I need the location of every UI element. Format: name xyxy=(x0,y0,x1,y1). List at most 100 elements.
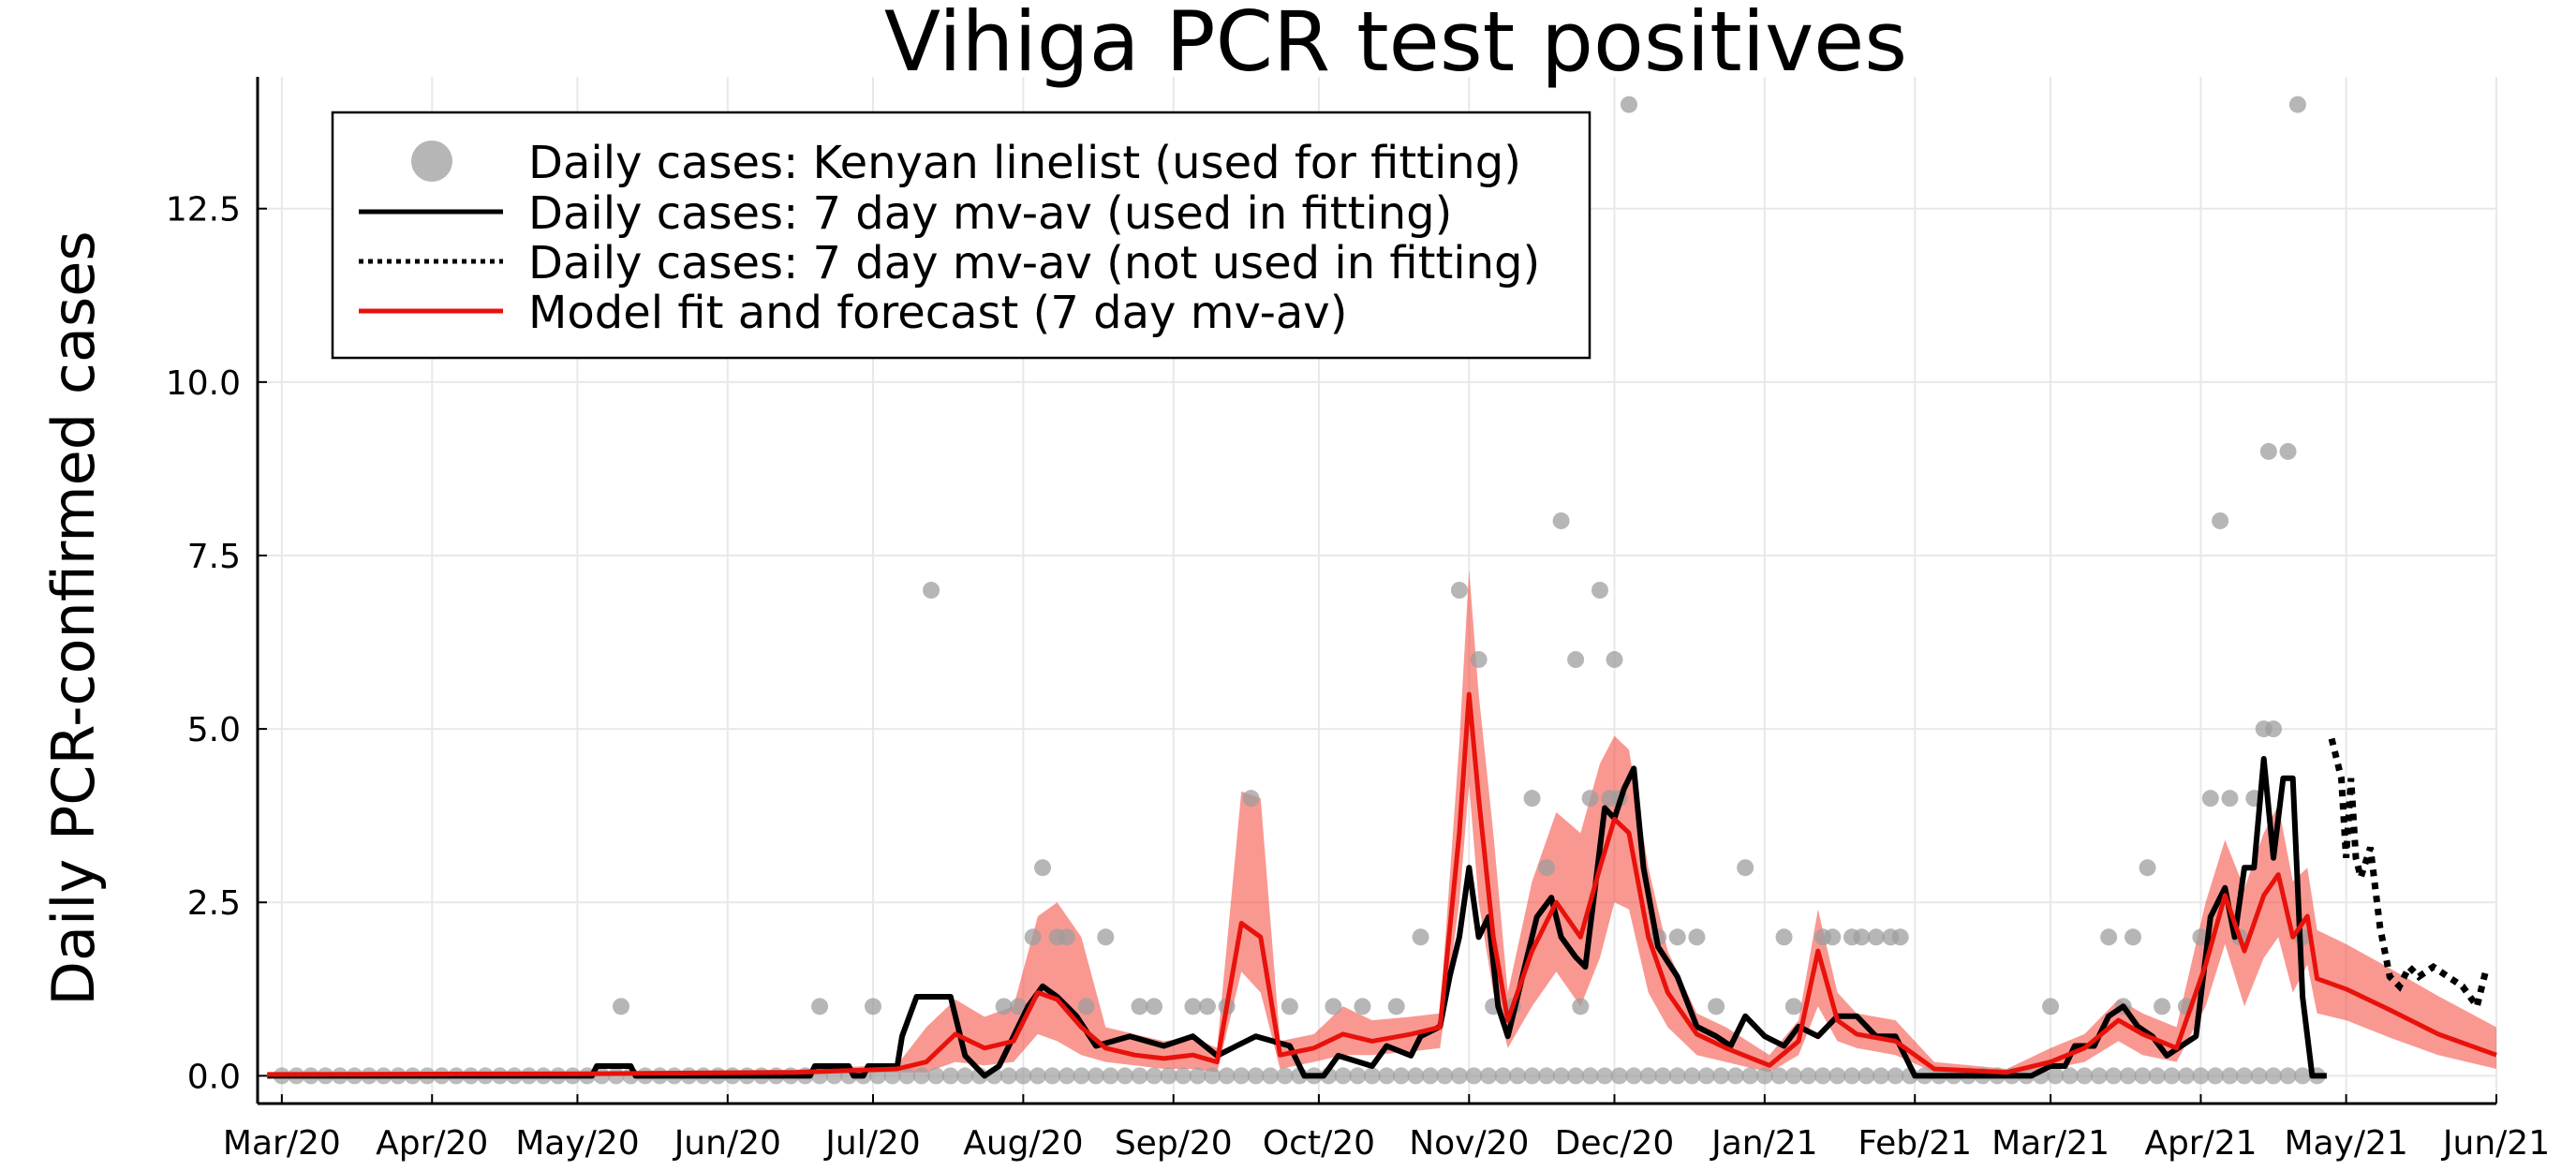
case-point xyxy=(1567,651,1585,669)
y-tick-label: 2.5 xyxy=(187,884,241,923)
y-axis-label: Daily PCR-confirmed cases xyxy=(39,230,108,1005)
case-point xyxy=(2042,998,2060,1015)
case-point xyxy=(1668,928,1686,946)
case-point xyxy=(1281,998,1298,1015)
x-tick-label: May/21 xyxy=(2284,1124,2407,1163)
case-point-zero xyxy=(2119,1067,2137,1085)
x-tick-label: Apr/21 xyxy=(2144,1124,2257,1163)
case-point xyxy=(1077,998,1095,1015)
case-point xyxy=(1708,998,1725,1015)
case-point-zero xyxy=(1436,1067,1454,1085)
case-point-zero xyxy=(1784,1067,1802,1085)
case-point-zero xyxy=(1218,1067,1236,1085)
case-point-zero xyxy=(1029,1067,1046,1085)
case-point xyxy=(1412,928,1429,946)
case-point-zero xyxy=(2061,1067,2079,1085)
case-point xyxy=(1523,790,1541,808)
case-point-zero xyxy=(1058,1067,1075,1085)
case-point xyxy=(1606,651,1623,669)
case-point-zero xyxy=(912,1067,930,1085)
case-point-zero xyxy=(2148,1067,2166,1085)
case-point xyxy=(1325,998,1342,1015)
case-point-zero xyxy=(1581,1067,1599,1085)
case-point xyxy=(1131,998,1148,1015)
legend-box xyxy=(331,111,1591,360)
case-point-zero xyxy=(1073,1067,1090,1085)
case-point-zero xyxy=(956,1067,974,1085)
case-point xyxy=(864,998,881,1015)
case-point xyxy=(2100,928,2118,946)
case-point xyxy=(1688,928,1706,946)
case-point xyxy=(1198,998,1216,1015)
case-point-zero xyxy=(1523,1067,1541,1085)
case-point-zero xyxy=(1247,1067,1265,1085)
case-point-zero xyxy=(927,1067,945,1085)
case-point-zero xyxy=(2076,1067,2094,1085)
model-fit-line xyxy=(267,691,2497,1077)
case-point-zero xyxy=(1479,1067,1497,1085)
case-point xyxy=(1097,928,1115,946)
case-point-zero xyxy=(1697,1067,1715,1085)
case-point xyxy=(1552,511,1570,529)
case-point xyxy=(2139,859,2156,877)
case-point xyxy=(1184,998,1202,1015)
case-point xyxy=(1470,651,1488,669)
case-point-zero xyxy=(941,1067,959,1085)
tick-labels: Mar/20 Apr/20 May/20 Jun/20 Jul/20 Aug/20 Sep/… xyxy=(166,191,2550,1163)
case-point-zero xyxy=(898,1067,916,1085)
case-point xyxy=(1784,998,1802,1015)
case-point-zero xyxy=(1755,1067,1773,1085)
case-point-zero xyxy=(1131,1067,1148,1085)
case-point-zero xyxy=(1799,1067,1817,1085)
case-point-zero xyxy=(1596,1067,1614,1085)
case-point xyxy=(1034,859,1052,877)
case-point xyxy=(2221,790,2239,808)
case-point xyxy=(1010,998,1028,1015)
x-tick-label: Oct/20 xyxy=(1263,1124,1375,1163)
case-point xyxy=(1146,998,1163,1015)
axes xyxy=(256,77,2497,1105)
case-point xyxy=(923,582,940,599)
case-point xyxy=(1591,582,1608,599)
case-point xyxy=(612,998,629,1015)
case-point xyxy=(2259,442,2277,460)
case-point-zero xyxy=(2192,1067,2210,1085)
legend-label: Daily cases: 7 day mv-av (not used in fi… xyxy=(528,237,1540,289)
x-tick-label: Apr/20 xyxy=(376,1124,488,1163)
legend-scatter-swatch xyxy=(411,141,452,182)
case-point xyxy=(811,998,829,1015)
case-point-zero xyxy=(1668,1067,1686,1085)
x-tick-label: Mar/20 xyxy=(223,1124,341,1163)
case-point-zero xyxy=(1509,1067,1527,1085)
case-point xyxy=(1853,928,1871,946)
case-point xyxy=(1354,998,1371,1015)
case-point-zero xyxy=(1276,1067,1294,1085)
x-tick-label: Feb/21 xyxy=(1858,1124,1972,1163)
case-point xyxy=(1450,582,1468,599)
case-point xyxy=(1572,998,1590,1015)
case-point-zero xyxy=(2279,1067,2297,1085)
x-tick-label: Jun/20 xyxy=(673,1124,781,1163)
case-point-zero xyxy=(883,1067,901,1085)
case-point xyxy=(1581,790,1599,808)
case-point-zero xyxy=(1378,1067,1396,1085)
case-point-zero xyxy=(1233,1067,1251,1085)
case-point-zero xyxy=(1538,1067,1556,1085)
case-point-zero xyxy=(2250,1067,2268,1085)
case-point xyxy=(1737,859,1754,877)
case-point-zero xyxy=(2163,1067,2181,1085)
case-point-zero xyxy=(1014,1067,1032,1085)
case-point-zero xyxy=(1349,1067,1367,1085)
case-point-zero xyxy=(1421,1067,1439,1085)
case-point-zero xyxy=(1770,1067,1788,1085)
x-tick-label: Mar/21 xyxy=(1991,1124,2110,1163)
x-tick-label: Jul/20 xyxy=(823,1124,920,1163)
case-point xyxy=(1058,928,1075,946)
case-point-zero xyxy=(1146,1067,1163,1085)
x-tick-label: Jan/21 xyxy=(1710,1124,1817,1163)
case-point-zero xyxy=(1654,1067,1672,1085)
case-point-zero xyxy=(1814,1067,1831,1085)
case-point-zero xyxy=(1102,1067,1119,1085)
legend-label: Model fit and forecast (7 day mv-av) xyxy=(528,287,1347,339)
